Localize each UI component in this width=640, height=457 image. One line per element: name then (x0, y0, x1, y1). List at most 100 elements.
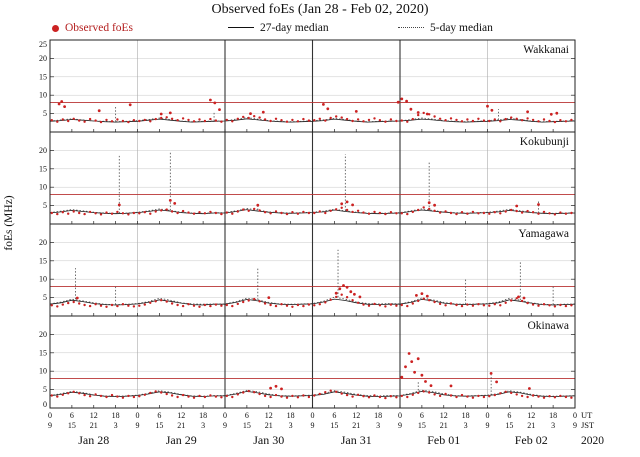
svg-text:6: 6 (70, 411, 74, 420)
legend-27day-median: 27-day median (228, 22, 329, 34)
svg-text:18: 18 (462, 411, 470, 420)
x-axis-labels: 0961512211830961512211830961512211830961… (48, 410, 604, 447)
solid-line-icon (228, 27, 254, 28)
svg-text:20: 20 (39, 330, 47, 339)
svg-text:3: 3 (551, 421, 555, 430)
median-27day-line (49, 298, 576, 306)
svg-text:0: 0 (573, 411, 577, 420)
legend-5day-label: 5-day median (430, 22, 493, 34)
median-5day-line (49, 389, 576, 397)
svg-text:6: 6 (420, 411, 424, 420)
svg-text:3: 3 (114, 421, 118, 430)
svg-text:9: 9 (136, 421, 140, 430)
svg-text:15: 15 (243, 421, 251, 430)
svg-text:15: 15 (39, 256, 47, 265)
svg-text:21: 21 (90, 421, 98, 430)
svg-text:21: 21 (440, 421, 448, 430)
svg-text:Okinawa: Okinawa (527, 320, 569, 332)
svg-text:15: 15 (39, 348, 47, 357)
svg-text:Feb 01: Feb 01 (427, 433, 460, 447)
median-27day-line (49, 118, 576, 123)
dotted-line-icon (398, 27, 424, 28)
svg-text:21: 21 (177, 421, 185, 430)
svg-text:15: 15 (68, 421, 76, 430)
svg-text:2020: 2020 (581, 435, 604, 447)
svg-text:Jan 30: Jan 30 (253, 433, 284, 447)
svg-text:0: 0 (486, 411, 490, 420)
svg-text:10: 10 (39, 367, 47, 376)
legend-27day-label: 27-day median (260, 22, 329, 34)
svg-text:6: 6 (157, 411, 161, 420)
svg-text:5: 5 (43, 293, 47, 302)
panel-Wakkanai: 5 10 15 20 25 Wakkanai (39, 39, 576, 133)
svg-text:12: 12 (527, 411, 535, 420)
svg-text:6: 6 (507, 411, 511, 420)
svg-text:18: 18 (549, 411, 557, 420)
legend-observed: Observed foEs (52, 22, 133, 34)
svg-text:5: 5 (43, 385, 47, 394)
svg-text:0: 0 (311, 411, 315, 420)
svg-text:21: 21 (527, 421, 535, 430)
svg-text:Wakkanai: Wakkanai (523, 44, 569, 56)
svg-text:10: 10 (39, 275, 47, 284)
svg-text:Kokubunji: Kokubunji (520, 136, 569, 148)
svg-text:25: 25 (39, 40, 47, 49)
median-5day-line (49, 208, 576, 214)
panel-Kokubunji: 5 10 15 20 Kokubunji (39, 131, 576, 225)
svg-text:0: 0 (43, 400, 47, 409)
median-5day-line (49, 117, 576, 123)
svg-text:5: 5 (43, 201, 47, 210)
svg-text:9: 9 (486, 421, 490, 430)
svg-text:9: 9 (311, 421, 315, 430)
legend-observed-label: Observed foEs (65, 22, 134, 34)
svg-text:12: 12 (177, 411, 185, 420)
svg-text:6: 6 (332, 411, 336, 420)
svg-text:21: 21 (352, 421, 360, 430)
svg-text:20: 20 (39, 54, 47, 63)
svg-text:18: 18 (287, 411, 295, 420)
svg-text:Yamagawa: Yamagawa (518, 228, 569, 240)
svg-text:3: 3 (201, 421, 205, 430)
svg-text:12: 12 (352, 411, 360, 420)
page-title: Observed foEs (Jan 28 - Feb 02, 2020) (211, 2, 429, 17)
panel-Okinawa: 5 10 15 20 0 Okinawa (39, 315, 576, 409)
observed-dot-icon (52, 25, 59, 32)
svg-text:15: 15 (418, 421, 426, 430)
svg-text:15: 15 (39, 72, 47, 81)
svg-text:18: 18 (374, 411, 382, 420)
svg-text:12: 12 (440, 411, 448, 420)
svg-text:3: 3 (289, 421, 293, 430)
svg-text:6: 6 (245, 411, 249, 420)
svg-text:0: 0 (398, 411, 402, 420)
svg-text:0: 0 (48, 411, 52, 420)
svg-text:JST: JST (581, 420, 595, 430)
svg-text:0: 0 (136, 411, 140, 420)
svg-text:10: 10 (39, 91, 47, 100)
legend-5day-median: 5-day median (398, 22, 493, 34)
svg-text:10: 10 (39, 183, 47, 192)
svg-text:15: 15 (155, 421, 163, 430)
svg-text:21: 21 (265, 421, 273, 430)
svg-text:15: 15 (39, 164, 47, 173)
svg-text:15: 15 (505, 421, 513, 430)
svg-text:9: 9 (398, 421, 402, 430)
svg-text:18: 18 (112, 411, 120, 420)
svg-text:15: 15 (330, 421, 338, 430)
svg-text:Jan 29: Jan 29 (166, 433, 197, 447)
svg-text:9: 9 (223, 421, 227, 430)
svg-text:Jan 28: Jan 28 (78, 433, 109, 447)
svg-text:3: 3 (376, 421, 380, 430)
svg-text:12: 12 (265, 411, 273, 420)
svg-text:Feb 02: Feb 02 (515, 433, 548, 447)
svg-text:9: 9 (48, 421, 52, 430)
svg-text:Jan 31: Jan 31 (341, 433, 372, 447)
svg-text:UT: UT (581, 410, 593, 420)
svg-text:20: 20 (39, 146, 47, 155)
svg-text:12: 12 (90, 411, 98, 420)
svg-text:0: 0 (223, 411, 227, 420)
svg-text:9: 9 (573, 421, 577, 430)
svg-text:20: 20 (39, 238, 47, 247)
svg-text:18: 18 (199, 411, 207, 420)
